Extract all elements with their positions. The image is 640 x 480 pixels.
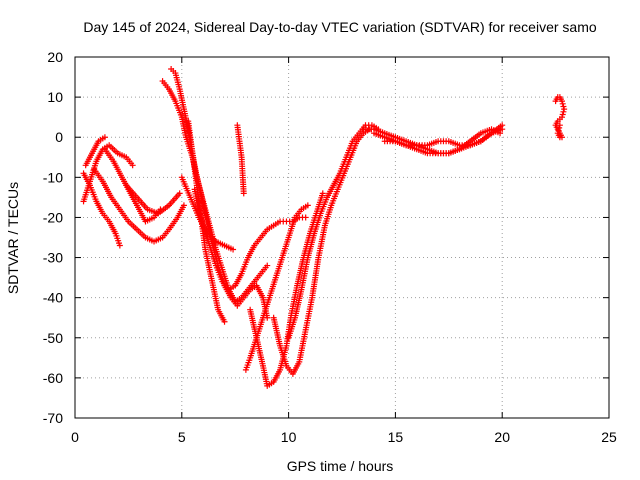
series-track-k <box>191 186 309 293</box>
data-point <box>559 98 566 105</box>
y-tick-label: 20 <box>47 49 63 65</box>
plot-frame <box>74 56 610 419</box>
data-point <box>304 202 311 209</box>
data-point <box>180 202 187 209</box>
data-point <box>556 122 563 129</box>
x-tick-label: 25 <box>601 429 617 445</box>
data-point <box>264 262 271 269</box>
grid <box>75 57 609 418</box>
series-track-b <box>80 142 136 205</box>
x-axis-label: GPS time / hours <box>287 458 394 474</box>
axis-ticks <box>74 56 610 419</box>
data-point-interp <box>555 127 562 134</box>
series-track-c <box>82 134 108 169</box>
data-point-interp <box>560 103 567 110</box>
data-point-interp <box>559 100 566 107</box>
tick-labels: 0 5 10 15 20 25 -70 -60 -50 -40 -30 -20 -10 0 10 20 <box>43 49 617 445</box>
series-track-m <box>242 202 311 373</box>
y-tick-label: 10 <box>47 89 63 105</box>
series-track-s <box>381 126 506 149</box>
data-point <box>240 190 247 197</box>
y-tick-label: -40 <box>43 290 63 306</box>
data-points <box>80 66 568 389</box>
chart-title: Day 145 of 2024, Sidereal Day-to-day VTE… <box>83 19 596 35</box>
data-point-interp <box>560 108 567 115</box>
data-point <box>116 242 123 249</box>
data-point-interp <box>556 124 563 131</box>
data-point <box>319 190 326 197</box>
data-point <box>230 246 237 253</box>
series-track-l <box>234 122 247 197</box>
data-point <box>221 318 228 325</box>
x-tick-label: 20 <box>494 429 510 445</box>
y-tick-label: -20 <box>43 209 63 225</box>
x-tick-label: 10 <box>281 429 297 445</box>
x-tick-label: 15 <box>388 429 404 445</box>
series-track-t <box>552 94 568 141</box>
data-point <box>554 130 561 137</box>
y-tick-label: -50 <box>43 330 63 346</box>
y-tick-label: -60 <box>43 370 63 386</box>
data-point <box>129 162 136 169</box>
data-point <box>561 106 568 113</box>
x-tick-label: 0 <box>71 429 79 445</box>
y-tick-label: -70 <box>43 410 63 426</box>
y-tick-label: -30 <box>43 250 63 266</box>
data-point <box>101 134 108 141</box>
series-track-f <box>123 182 183 217</box>
y-axis-label: SDTVAR / TECUs <box>5 182 21 294</box>
series-track-o <box>270 126 373 377</box>
data-point <box>176 190 183 197</box>
data-point <box>499 126 506 133</box>
data-point <box>302 214 309 221</box>
series-track-p <box>285 122 382 341</box>
y-tick-label: -10 <box>43 169 63 185</box>
data-point-interp <box>559 111 566 118</box>
x-tick-label: 5 <box>178 429 186 445</box>
y-tick-label: 0 <box>55 129 63 145</box>
series-track-d <box>91 166 187 245</box>
